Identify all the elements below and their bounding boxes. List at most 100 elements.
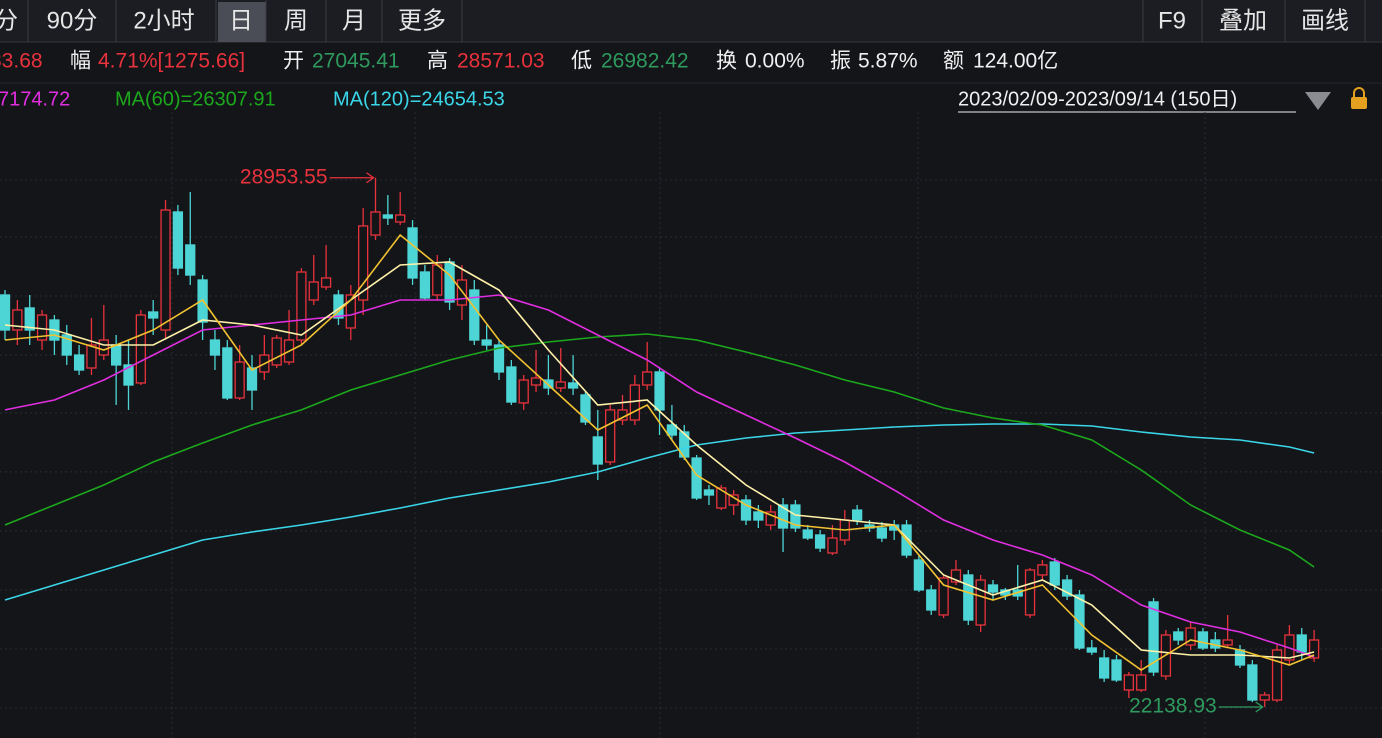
tool-button[interactable]: 叠加 <box>1219 7 1267 34</box>
candle-body <box>1197 631 1209 649</box>
candle-body <box>987 584 999 593</box>
active-tab <box>218 2 266 42</box>
candle-body <box>1247 664 1258 701</box>
candle-body <box>666 424 678 436</box>
candle-body <box>654 371 665 411</box>
candle-body <box>567 382 579 389</box>
candle-body <box>444 261 455 303</box>
low-annotation: 22138.93 <box>1129 695 1217 718</box>
quote-value: 26982.42 <box>601 50 689 73</box>
candle-body <box>753 511 764 521</box>
candle-body <box>963 574 974 621</box>
candle-body <box>691 457 702 499</box>
candle-body <box>802 529 813 539</box>
quote-value: 4.71%[1275.66] <box>98 50 245 73</box>
candle-body <box>1123 674 1134 691</box>
candle-body <box>481 339 492 346</box>
candle-body <box>1037 564 1048 576</box>
ma-value: MA(120)=24654.53 <box>333 88 505 110</box>
low-arrow <box>1218 701 1264 713</box>
candle-body <box>1086 647 1097 653</box>
tool-button[interactable]: F9 <box>1158 7 1186 34</box>
candle-body <box>827 537 838 554</box>
candle-body <box>703 489 715 496</box>
ma-line <box>4 233 1315 671</box>
candle-body <box>506 366 517 403</box>
quote-change: 33.68 <box>0 50 43 73</box>
candle-body <box>876 527 887 539</box>
candle-body <box>234 361 245 399</box>
candle-body <box>185 244 196 276</box>
candle-body <box>1111 659 1122 681</box>
candle-body <box>395 214 406 223</box>
candle-body <box>61 334 72 356</box>
candle-body <box>148 311 159 319</box>
candle-body <box>852 509 863 521</box>
candle-body <box>580 394 591 423</box>
candle-body <box>407 227 418 279</box>
candle-body <box>209 339 221 356</box>
quote-value: 124.00亿 <box>973 50 1058 73</box>
candle-body <box>605 409 616 463</box>
tab[interactable]: 分 <box>0 7 18 34</box>
candle-body <box>938 577 949 616</box>
candle-body <box>296 271 307 341</box>
candle-body <box>98 339 109 356</box>
candle-body <box>1296 634 1307 653</box>
lock-icon[interactable] <box>1351 87 1367 109</box>
tab[interactable]: 日 <box>229 7 253 34</box>
candle-body <box>592 436 603 465</box>
tool-button[interactable]: 画线 <box>1301 7 1349 34</box>
candle-body <box>1024 569 1036 616</box>
candle-body <box>1271 649 1283 701</box>
candle-body <box>432 264 443 296</box>
candle-body <box>123 364 134 386</box>
candle-body <box>419 271 431 299</box>
candle-body <box>222 347 233 399</box>
ma-value: 7174.72 <box>0 88 70 110</box>
candle-body <box>86 344 97 369</box>
candle-body <box>1049 561 1060 586</box>
candle-body <box>530 377 542 386</box>
dropdown-arrow[interactable] <box>1305 92 1331 110</box>
candle-body <box>73 354 85 371</box>
candle-body <box>950 569 962 583</box>
candle-body <box>777 504 789 529</box>
candle-body <box>926 589 937 611</box>
candle-body <box>765 511 776 526</box>
candle-body <box>1148 601 1159 673</box>
candle-body <box>1259 694 1270 701</box>
candle-body <box>1099 657 1110 679</box>
candle-body <box>790 504 801 529</box>
quote-label: 幅 <box>70 50 91 73</box>
ma-value: MA(60)=26307.91 <box>115 88 276 110</box>
candle-body <box>308 281 319 301</box>
candle-body <box>135 314 147 384</box>
quote-value: 5.87% <box>858 50 918 73</box>
candle-body <box>370 211 381 236</box>
candle-body <box>246 367 258 391</box>
tab[interactable]: 90分 <box>47 7 98 34</box>
candle-body <box>1173 631 1184 641</box>
candle-body <box>357 225 369 301</box>
date-range[interactable]: 2023/02/09-2023/09/14 (150日) <box>958 88 1237 110</box>
candle-body <box>271 337 282 366</box>
candle-body <box>493 344 505 373</box>
ma-line <box>4 294 1315 658</box>
candle-body <box>160 209 171 331</box>
tab[interactable]: 2小时 <box>133 7 194 34</box>
candle-body <box>12 309 23 331</box>
tab[interactable]: 更多 <box>398 7 446 34</box>
candle-body <box>740 499 752 521</box>
candle-body <box>814 534 826 549</box>
quote-label: 高 <box>427 50 448 73</box>
candle-body <box>716 487 727 509</box>
candle-body <box>1061 579 1073 597</box>
candle-body <box>1308 639 1320 659</box>
tab[interactable]: 周 <box>284 7 308 34</box>
tab[interactable]: 月 <box>342 7 366 34</box>
quote-label: 额 <box>943 50 964 73</box>
candle-body <box>345 294 356 329</box>
